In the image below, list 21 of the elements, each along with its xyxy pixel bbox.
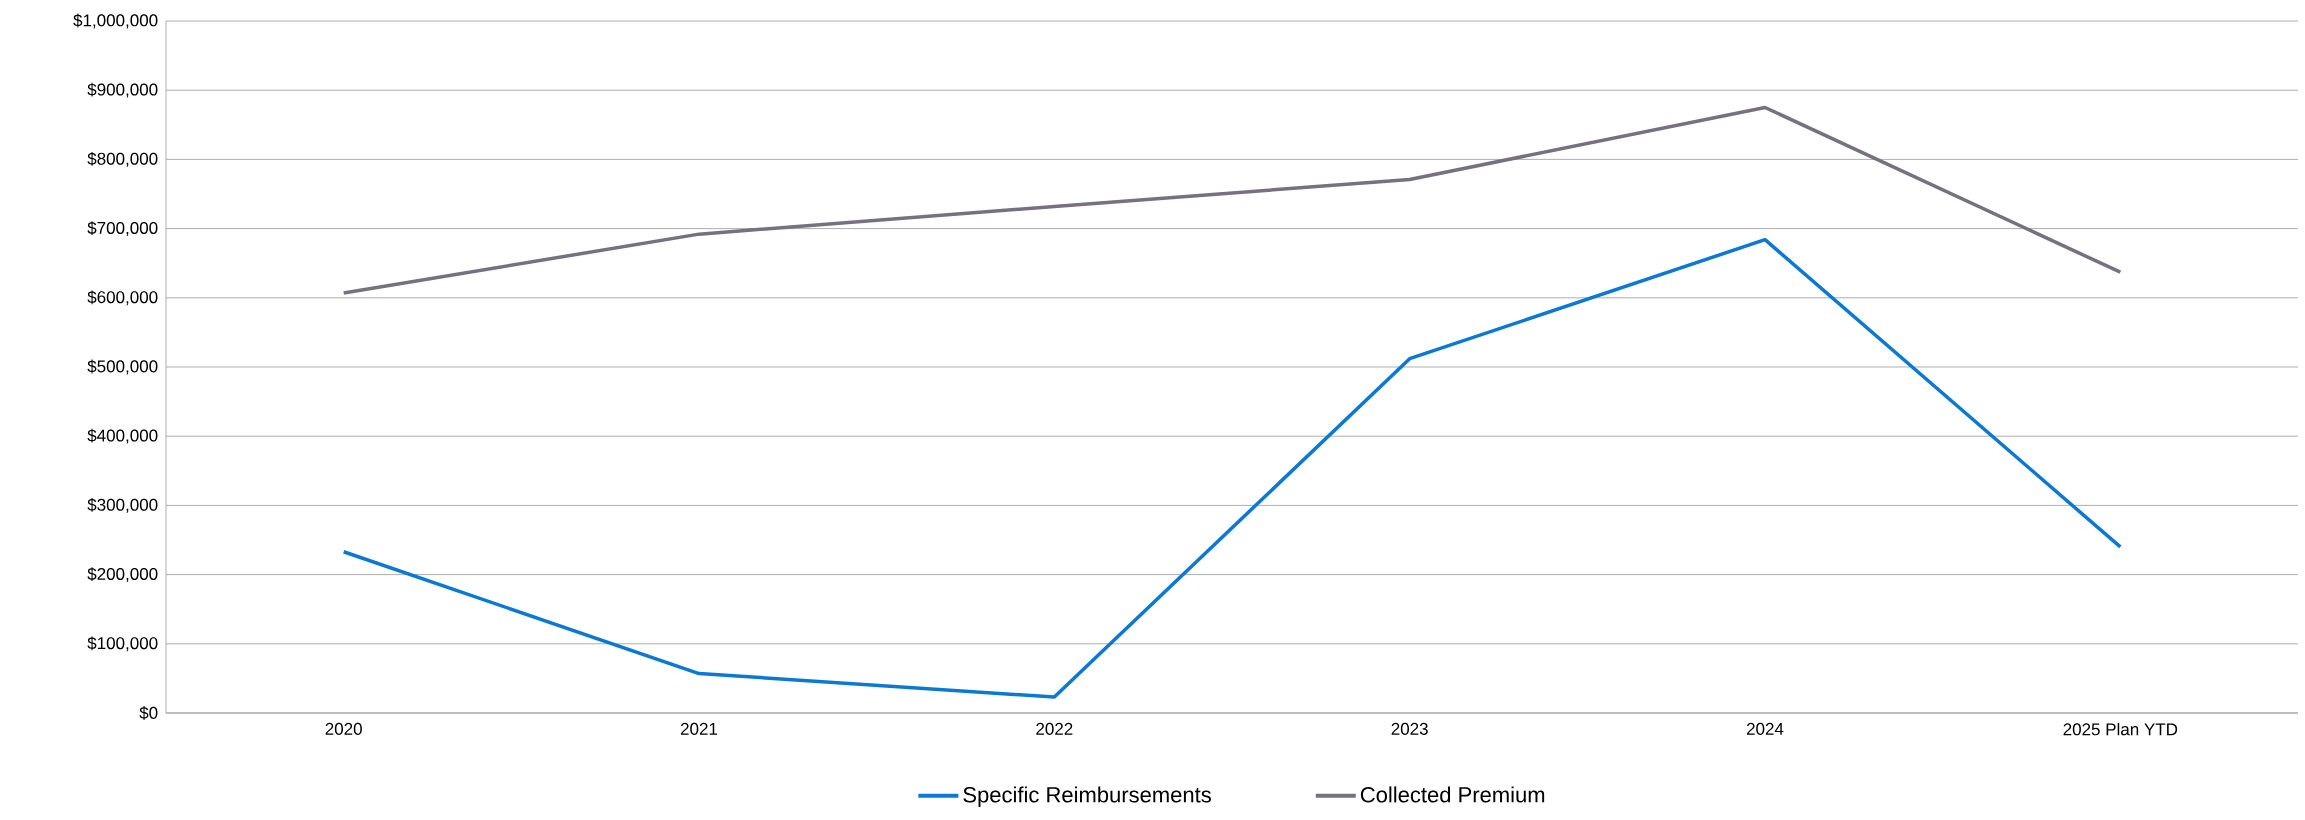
x-tick-label: 2020 <box>325 722 362 735</box>
legend-label: Specific Reimbursements <box>963 786 1211 807</box>
y-tick-label: $300,000 <box>87 498 158 513</box>
y-tick-label: $0 <box>139 706 158 720</box>
y-tick-label: $100,000 <box>87 636 158 652</box>
y-tick-label: $500,000 <box>87 359 158 375</box>
x-tick-label: 2025 Plan YTD <box>2063 722 2178 736</box>
line-series <box>341 237 2123 699</box>
line-series <box>341 105 2123 295</box>
y-tick-label: $1,000,000 <box>73 13 158 29</box>
y-tick-label: $400,000 <box>87 428 158 444</box>
y-tick-label: $600,000 <box>87 290 158 306</box>
y-tick-label: $900,000 <box>87 82 158 98</box>
y-tick-label: $200,000 <box>87 567 158 582</box>
y-tick-label: $800,000 <box>87 152 158 167</box>
x-tick-label: 2021 <box>680 722 718 735</box>
y-tick-label: $700,000 <box>87 221 158 236</box>
x-tick-label: 2023 <box>1391 722 1428 735</box>
x-tick-label: 2024 <box>1746 722 1784 735</box>
legend-label: Collected Premium <box>1360 786 1545 803</box>
x-tick-label: 2022 <box>1036 722 1073 735</box>
